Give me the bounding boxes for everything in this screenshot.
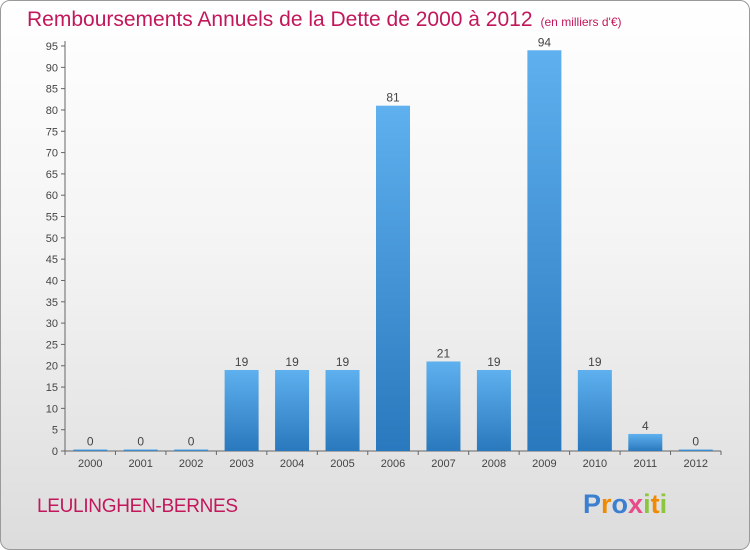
x-tick-label: 2009 bbox=[532, 458, 556, 470]
bar bbox=[678, 449, 713, 451]
x-tick-label: 2007 bbox=[431, 458, 455, 470]
logo-letter: x bbox=[628, 489, 644, 519]
bar-value-label: 94 bbox=[538, 35, 552, 49]
bar bbox=[527, 50, 562, 452]
x-tick-label: 2003 bbox=[229, 458, 253, 470]
chart-title-text: Remboursements Annuels de la Dette de 20… bbox=[27, 8, 533, 31]
y-tick-label: 85 bbox=[46, 84, 58, 96]
y-tick-label: 90 bbox=[46, 62, 58, 74]
y-tick-label: 5 bbox=[52, 425, 58, 437]
y-tick-label: 10 bbox=[46, 403, 58, 415]
y-tick-label: 75 bbox=[46, 126, 58, 138]
y-tick-label: 30 bbox=[46, 318, 58, 330]
bar-value-label: 0 bbox=[692, 435, 699, 449]
logo-letter: o bbox=[611, 489, 629, 519]
y-tick-label: 50 bbox=[46, 233, 58, 245]
logo-letter: i bbox=[643, 489, 651, 519]
bar-value-label: 81 bbox=[386, 91, 400, 105]
y-tick-label: 0 bbox=[52, 446, 58, 458]
y-tick-label: 45 bbox=[46, 254, 58, 266]
y-tick-label: 40 bbox=[46, 275, 58, 287]
x-tick-label: 2000 bbox=[78, 458, 102, 470]
bar bbox=[577, 370, 612, 451]
bar-value-label: 21 bbox=[437, 346, 451, 360]
bar bbox=[73, 449, 108, 451]
bar bbox=[174, 449, 209, 451]
x-tick-label: 2005 bbox=[330, 458, 354, 470]
proxiti-logo: Proxiti bbox=[583, 489, 667, 520]
bar-value-label: 0 bbox=[137, 435, 144, 449]
x-tick-label: 2002 bbox=[179, 458, 203, 470]
bar-value-label: 0 bbox=[188, 435, 195, 449]
bar bbox=[325, 370, 360, 451]
bar bbox=[426, 361, 461, 451]
bar-value-label: 19 bbox=[235, 355, 249, 369]
x-tick-label: 2010 bbox=[583, 458, 607, 470]
y-tick-label: 70 bbox=[46, 148, 58, 160]
x-tick-label: 2006 bbox=[381, 458, 405, 470]
bar bbox=[224, 370, 259, 451]
y-tick-label: 35 bbox=[46, 297, 58, 309]
x-tick-label: 2011 bbox=[633, 458, 657, 470]
commune-name: LEULINGHEN-BERNES bbox=[37, 496, 238, 517]
bar bbox=[476, 370, 511, 451]
bar-value-label: 19 bbox=[588, 355, 602, 369]
logo-letter: r bbox=[601, 489, 612, 519]
y-tick-label: 25 bbox=[46, 339, 58, 351]
x-tick-label: 2004 bbox=[280, 458, 304, 470]
bar bbox=[275, 370, 310, 451]
bar-value-label: 4 bbox=[642, 419, 649, 433]
y-tick-label: 55 bbox=[46, 212, 58, 224]
chart-title: Remboursements Annuels de la Dette de 20… bbox=[27, 8, 622, 32]
x-tick-label: 2012 bbox=[684, 458, 708, 470]
x-tick-label: 2001 bbox=[128, 458, 152, 470]
bar-value-label: 19 bbox=[285, 355, 299, 369]
logo-letter: i bbox=[659, 489, 668, 519]
y-tick-label: 65 bbox=[46, 169, 58, 181]
y-tick-label: 95 bbox=[46, 41, 58, 53]
bar bbox=[376, 105, 410, 452]
y-tick-label: 15 bbox=[46, 382, 58, 394]
y-tick-label: 80 bbox=[46, 105, 58, 117]
y-tick-label: 20 bbox=[46, 361, 58, 373]
bar bbox=[628, 433, 663, 451]
bar bbox=[123, 449, 158, 451]
chart-unit: (en milliers d'€) bbox=[540, 15, 622, 29]
x-tick-label: 2008 bbox=[482, 458, 506, 470]
logo-letter: t bbox=[650, 489, 660, 519]
y-tick-label: 60 bbox=[46, 190, 58, 202]
logo-letter: P bbox=[583, 489, 602, 519]
bar-value-label: 19 bbox=[487, 355, 501, 369]
bar-value-label: 19 bbox=[336, 355, 350, 369]
bar-value-label: 0 bbox=[87, 435, 94, 449]
